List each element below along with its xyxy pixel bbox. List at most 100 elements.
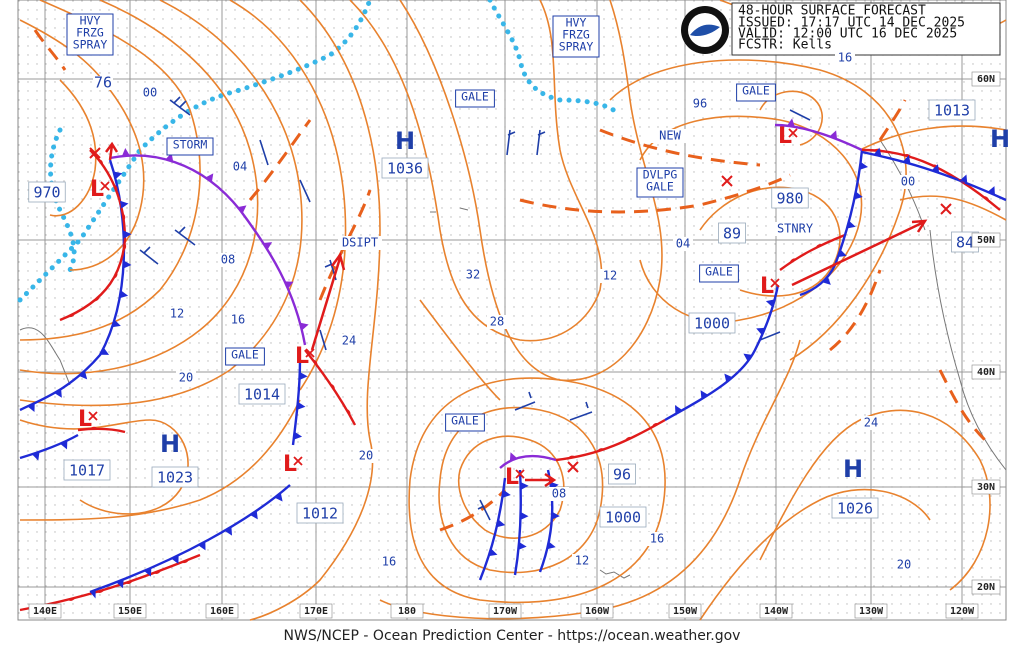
note-bg [338,236,382,250]
pressure-box [63,459,111,481]
lat-label-bg [971,71,1001,87]
isobar-label: 08 [552,487,566,501]
header-line: 48-HOUR SURFACE FORECAST [738,4,926,19]
low-symbol: L [760,274,774,299]
cold-front-triangle [518,541,527,550]
cold-front-triangle [700,390,709,400]
isobar-label: 24 [342,334,356,348]
isobar-label-bg [218,253,238,267]
cold-front-triangle [171,555,179,565]
cold-front-triangle [60,440,68,450]
isobar-label-bg [572,554,592,568]
lon-label-bg [28,603,62,619]
latitude-label: 30N [977,482,995,493]
cold-front-triangle [113,171,123,180]
cold-front-triangle [765,299,775,308]
wind-barbs [139,96,811,521]
cold-front-triangle [54,388,62,398]
longitude-label: 130W [859,606,884,617]
warning-box [225,347,265,366]
isobar-label-bg [167,307,187,321]
isobar-label: 08 [221,253,235,267]
pressure-label: 1013 [934,102,970,120]
warning-text: STORM [173,138,208,152]
front-note: DSIPT [342,236,378,250]
cold-front-triangle [123,230,132,239]
warning-text: GALE [451,414,479,428]
warm-front-bump [982,196,990,202]
warning-box [166,137,214,156]
warning-box [699,264,739,283]
cold-front-triangle [822,276,831,285]
isobar-label-bg [600,269,620,283]
isobar-label: 12 [170,307,184,321]
high-pressure: 1026 [837,500,873,518]
grid-dots [18,0,1006,620]
occluded-symbol [121,147,130,157]
cold-front-triangle [488,548,498,557]
low-x [788,128,798,138]
header-box [731,2,1001,56]
warm-front-bump [125,580,133,584]
warm-front-bump [958,179,965,184]
warm-front-bump [113,271,118,279]
warning-box [445,413,485,432]
isobar-label-bg [898,175,918,189]
isobar-label: 20 [179,371,193,385]
low-x [515,469,525,479]
low-x [770,278,780,288]
lon-label-bg [488,603,522,619]
low-pressure: 970 [33,184,60,202]
low-x [293,456,303,466]
warm-front-bump [625,436,633,441]
latitude-label: 20N [977,582,995,593]
warning-box [66,13,114,56]
isobar-label-bg [549,487,569,501]
longitude-label: 170W [493,606,518,617]
warm-front-bump [597,448,605,452]
troughs [33,29,987,532]
low-x [88,411,98,421]
cold-front-triangle [496,519,506,528]
isobar-label-bg [356,449,376,463]
warning-text: SPRAY [559,40,594,54]
high-symbol: H [843,455,863,483]
cold-front-triangle [547,541,556,550]
cold-front-triangle [873,147,882,157]
longitude-label: 140W [764,606,789,617]
isobar-label: 32 [466,268,480,282]
occluded-symbol [205,173,214,183]
cold-front-triangle [78,370,88,380]
front-note: STNRY [777,222,814,236]
occluded-symbol [284,281,294,289]
isobar-label-bg [230,160,250,174]
isobar-label: 28 [490,315,504,329]
cold-front-triangle [293,431,303,440]
cold-front-triangle [931,164,940,173]
occluded-symbol [786,118,795,127]
isobar-label: 16 [382,555,396,569]
warm-front-bump [815,243,823,249]
pressure-box [608,463,636,485]
lat-label-bg [971,232,1001,248]
low-pressure: 1012 [302,505,338,523]
occluded-symbol [509,452,518,462]
fronts [19,118,1007,612]
warning-text: GALE [705,265,733,279]
warning-text: HVY [566,16,587,30]
latitude-label: 50N [977,235,995,246]
pressure-box [831,497,879,519]
longitude-label: 150W [673,606,698,617]
isobar-label: 16 [838,51,852,65]
pressure-box [151,466,199,488]
cold-front-triangle [111,319,121,328]
cold-front-triangle [854,191,863,200]
isobar-label-bg [690,97,710,111]
x-marks [89,147,952,473]
cold-front-triangle [299,371,308,380]
warm-front-bump [67,313,76,318]
pressure-box [928,99,976,121]
pressure-label: 84 [956,234,974,252]
cold-front-triangle [502,489,511,498]
warning-text: HVY [80,14,101,28]
